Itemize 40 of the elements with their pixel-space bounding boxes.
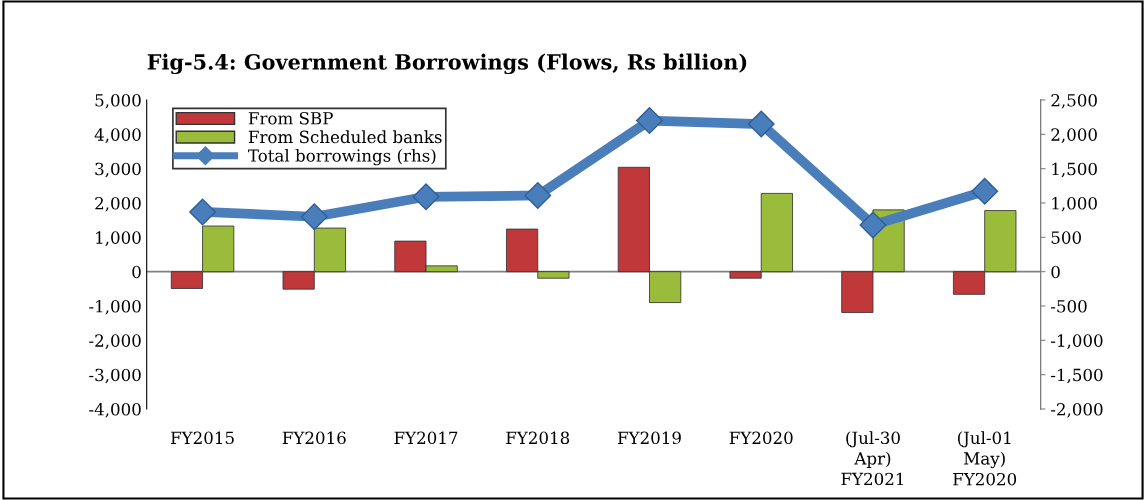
y2-tick-label: -500 [1051, 299, 1087, 313]
y-tick-label: -4,000 [89, 402, 141, 418]
x-tick-label: FY2017 [394, 431, 458, 445]
y2-tick-label: -1,000 [1051, 334, 1103, 349]
x-tick-label: (Jul-01 May) FY2020 [953, 431, 1017, 486]
y2-tick-label: -1,500 [1051, 368, 1103, 384]
y-tick-label: 2,000 [95, 196, 141, 212]
legend-label: From Scheduled banks [248, 130, 442, 144]
y-tick-label: 1,000 [96, 231, 141, 246]
x-tick-label: (Jul-30 Apr) FY2021 [841, 431, 904, 486]
legend-label: From SBP [248, 111, 333, 125]
y-tick-label: -1,000 [89, 299, 141, 315]
y-tick-label: -3,000 [89, 368, 141, 384]
point [636, 107, 663, 135]
point [300, 203, 328, 231]
y-tick-label: 0 [132, 265, 141, 279]
x-tick-label: FY2018 [506, 431, 570, 445]
y-tick-label: 4,000 [94, 128, 141, 143]
y-tick-label: 3,000 [95, 162, 141, 178]
legend-label: Total borrowings (rhs) [248, 148, 436, 166]
point [189, 198, 217, 226]
y2-tick-label: 0 [1051, 265, 1060, 279]
y-tick-label: 5,000 [95, 93, 141, 109]
y2-tick-label: 1,500 [1052, 162, 1097, 178]
x-tick-label: FY2015 [170, 431, 234, 445]
x-tick-label: FY2016 [282, 431, 346, 445]
y2-tick-label: -2,000 [1051, 402, 1103, 418]
y-tick-label: -2,000 [89, 334, 141, 349]
point [747, 110, 775, 138]
y2-tick-label: 1,000 [1052, 196, 1097, 212]
point [412, 183, 440, 211]
x-tick-label: FY2019 [617, 431, 681, 445]
y2-tick-label: 2,500 [1051, 93, 1097, 109]
point [524, 181, 552, 209]
x-tick-label: FY2020 [729, 431, 793, 445]
y2-tick-label: 2,000 [1051, 128, 1097, 143]
chart-title: Fig-5.4: Government Borrowings (Flows, Rs billion) [147, 53, 747, 75]
point [971, 177, 999, 205]
y2-tick-label: 500 [1051, 231, 1081, 244]
point [859, 211, 887, 239]
